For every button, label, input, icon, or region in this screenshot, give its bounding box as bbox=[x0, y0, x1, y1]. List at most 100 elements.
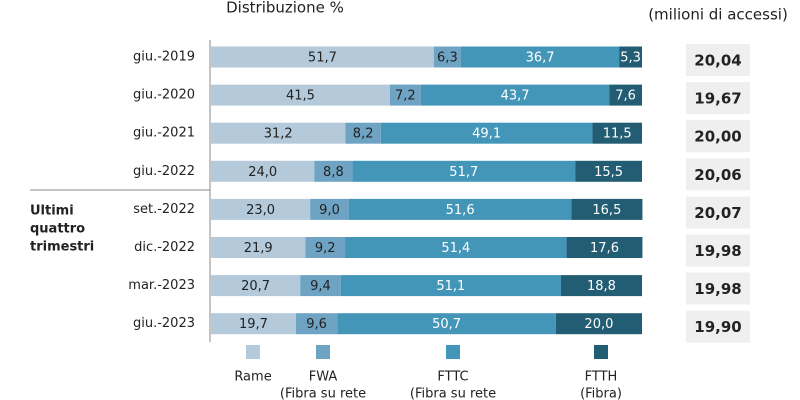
category-label: giu.-2019 bbox=[133, 50, 195, 65]
total-box bbox=[686, 158, 750, 191]
value-label: 9,4 bbox=[310, 279, 331, 294]
bar-segment bbox=[348, 198, 572, 220]
total-box bbox=[686, 196, 750, 229]
chart-title: Distribuzione % bbox=[226, 0, 344, 17]
total-box bbox=[686, 234, 750, 267]
category-label: dic.-2022 bbox=[134, 240, 195, 255]
total-box bbox=[686, 272, 750, 305]
value-label: 15,5 bbox=[594, 165, 623, 180]
category-label: mar.-2023 bbox=[128, 278, 195, 293]
bar-segment bbox=[389, 84, 421, 106]
bar-segment bbox=[571, 198, 643, 220]
legend-swatch bbox=[316, 345, 330, 359]
bar-segment bbox=[433, 46, 461, 68]
value-label: 6,3 bbox=[437, 51, 458, 66]
value-label: 19,7 bbox=[239, 317, 268, 332]
total-label: 20,07 bbox=[694, 204, 741, 222]
total-box bbox=[686, 82, 750, 115]
value-label: 51,4 bbox=[441, 241, 470, 256]
bar-segment bbox=[211, 84, 390, 106]
bar-segment bbox=[560, 275, 642, 297]
value-label: 9,2 bbox=[315, 241, 336, 256]
total-box bbox=[686, 310, 750, 343]
legend-label: Rame bbox=[234, 370, 271, 385]
bar-segment bbox=[211, 237, 306, 258]
value-label: 9,0 bbox=[319, 203, 340, 218]
group-label: Ultimi bbox=[30, 204, 74, 219]
category-label: giu.-2022 bbox=[133, 164, 195, 179]
category-label: giu.-2021 bbox=[133, 126, 195, 141]
legend-description: (Fibra su rete bbox=[410, 387, 496, 400]
bar-segment bbox=[211, 122, 346, 144]
value-label: 51,7 bbox=[449, 165, 478, 180]
bar-segment bbox=[340, 275, 561, 297]
value-label: 23,0 bbox=[246, 203, 275, 218]
bar-segment bbox=[555, 313, 642, 335]
value-label: 21,9 bbox=[244, 241, 273, 256]
value-label: 31,2 bbox=[264, 127, 293, 142]
total-box bbox=[686, 44, 750, 76]
legend-description: (Fibra su rete bbox=[280, 387, 366, 400]
group-label: trimestri bbox=[30, 240, 94, 255]
value-label: 8,8 bbox=[323, 165, 344, 180]
value-label: 18,8 bbox=[587, 279, 616, 294]
value-label: 41,5 bbox=[286, 89, 315, 104]
value-label: 17,6 bbox=[590, 241, 619, 256]
total-label: 20,04 bbox=[694, 52, 741, 70]
total-label: 20,06 bbox=[694, 166, 741, 184]
value-label: 49,1 bbox=[472, 127, 501, 142]
value-label: 51,1 bbox=[436, 279, 465, 294]
value-label: 50,7 bbox=[432, 317, 461, 332]
category-label: giu.-2023 bbox=[133, 316, 195, 331]
group-label: quattro bbox=[30, 222, 85, 237]
bar-segment bbox=[211, 275, 301, 297]
bar-segment bbox=[211, 198, 311, 220]
total-label: 20,00 bbox=[694, 128, 741, 146]
bar-segment bbox=[211, 160, 315, 182]
bar-segment bbox=[592, 122, 642, 144]
bar-segment bbox=[619, 46, 642, 68]
bar-segment bbox=[337, 313, 556, 335]
bar-segment bbox=[305, 237, 346, 258]
bar-segment bbox=[295, 313, 338, 335]
total-label: 19,98 bbox=[694, 280, 741, 298]
category-label: giu.-2020 bbox=[133, 88, 195, 103]
category-label: set.-2022 bbox=[133, 202, 195, 217]
value-label: 51,7 bbox=[308, 51, 337, 66]
bar-segment bbox=[420, 84, 610, 106]
total-label: 19,90 bbox=[694, 318, 741, 336]
value-label: 7,6 bbox=[615, 89, 636, 104]
legend-description: (Fibra) bbox=[580, 387, 622, 400]
bar-segment bbox=[314, 160, 353, 182]
bar-segment bbox=[575, 160, 642, 182]
value-label: 8,2 bbox=[353, 127, 374, 142]
legend-swatch bbox=[246, 345, 260, 359]
legend-swatch bbox=[446, 345, 460, 359]
total-box bbox=[686, 120, 750, 153]
value-label: 43,7 bbox=[501, 89, 530, 104]
bar-segment bbox=[352, 160, 576, 182]
value-label: 36,7 bbox=[526, 51, 555, 66]
value-label: 51,6 bbox=[446, 203, 475, 218]
value-label: 24,0 bbox=[248, 165, 277, 180]
legend-label: FTTC bbox=[437, 370, 468, 385]
value-label: 9,6 bbox=[306, 317, 327, 332]
bar-segment bbox=[310, 198, 349, 220]
value-label: 5,3 bbox=[620, 51, 641, 66]
bar-segment bbox=[380, 122, 593, 144]
bar-segment bbox=[566, 237, 643, 258]
value-label: 7,2 bbox=[395, 89, 416, 104]
legend-label: FWA bbox=[309, 370, 338, 385]
total-label: 19,98 bbox=[694, 242, 741, 260]
bar-segment bbox=[211, 313, 296, 335]
legend-label: FTTH bbox=[585, 370, 618, 385]
bar-segment bbox=[211, 46, 434, 68]
legend-swatch bbox=[594, 345, 608, 359]
bar-segment bbox=[609, 84, 642, 106]
value-label: 20,0 bbox=[584, 317, 613, 332]
bar-segment bbox=[345, 122, 381, 144]
bar-segment bbox=[300, 275, 341, 297]
value-label: 16,5 bbox=[592, 203, 621, 218]
value-label: 20,7 bbox=[241, 279, 270, 294]
